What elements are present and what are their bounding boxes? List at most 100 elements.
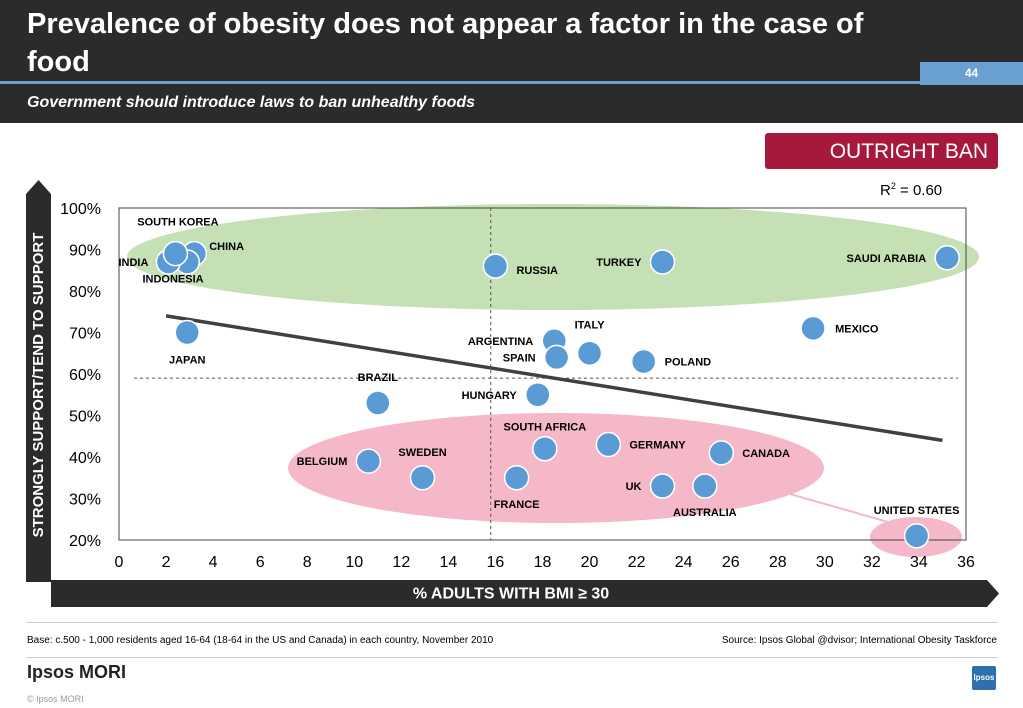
data-point-sweden [409,465,436,491]
y-tick-label: 80% [69,284,101,301]
page-number: 44 [920,62,1023,85]
point-label-japan: JAPAN [169,355,206,367]
x-axis-arrow-band: % ADULTS WITH BMI ≥ 30 [51,580,999,607]
data-point-italy [576,340,603,366]
page-title: Prevalence of obesity does not appear a … [27,8,864,78]
point-label-china: CHINA [209,241,244,253]
y-tick-label: 40% [69,450,101,467]
x-tick-label: 0 [115,554,124,571]
x-tick-label: 16 [487,554,505,571]
us-highlight [870,517,962,557]
point-label-brazil: BRAZIL [358,372,399,384]
copyright: © Ipsos MORI [27,694,84,704]
data-point-united-states [903,523,930,549]
y-axis-arrow-band: STRONGLY SUPPORT/TEND TO SUPPORT [26,180,51,582]
x-tick-label: 34 [910,554,928,571]
x-tick-label: 24 [675,554,693,571]
point-label-south-korea: SOUTH KOREA [137,217,218,229]
y-tick-label: 100% [60,201,101,218]
data-point-canada [708,440,735,466]
data-point-hungary [525,382,551,408]
x-tick-label: 36 [957,554,975,571]
point-label-indonesia: INDONESIA [142,274,203,286]
x-tick-label: 8 [303,554,312,571]
x-tick-label: 22 [628,554,646,571]
point-label-italy: ITALY [575,319,606,331]
data-point-south-africa [532,435,558,462]
data-point-belgium [355,448,382,474]
data-point-china [174,249,200,275]
data-point-germany [595,431,622,458]
point-label-uk: UK [626,481,642,493]
point-label-turkey: TURKEY [596,257,642,269]
x-tick-label: 30 [816,554,834,571]
r-squared-label: R2 = 0.60 [880,181,943,199]
x-tick-label: 26 [722,554,740,571]
point-label-belgium: BELGIUM [297,456,348,468]
point-label-india: INDIA [118,257,148,269]
footer-divider-top [26,622,998,623]
footer-divider-bottom [26,657,998,658]
y-tick-label: 90% [69,243,101,260]
x-tick-label: 32 [863,554,881,571]
brand-logo: Ipsos MORI [27,662,127,682]
point-label-france: FRANCE [494,499,540,511]
data-point-mexico [800,315,826,342]
data-point-uk [649,473,676,499]
point-label-united-states: UNITED STATES [874,505,960,517]
data-point-south-korea [181,240,208,267]
point-label-hungary: HUNGARY [462,390,518,402]
source-note: Source: Ipsos Global @dvisor; Internatio… [721,635,997,646]
plot-frame [118,207,967,541]
point-label-south-africa: SOUTH AFRICA [504,422,587,434]
data-point-indonesia [162,240,189,267]
x-tick-label: 12 [392,554,410,571]
data-point-france [503,465,530,491]
x-axis-label: % ADULTS WITH BMI ≥ 30 [413,586,609,603]
x-tick-label: 6 [256,554,265,571]
outright-ban-badge: OUTRIGHT BAN [765,133,998,169]
data-point-spain [543,344,570,371]
x-tick-label: 14 [439,554,457,571]
point-label-argentina: ARGENTINA [468,336,533,348]
green-cluster-highlight [127,204,979,310]
x-tick-label: 28 [769,554,787,571]
y-tick-label: 30% [69,492,101,509]
point-label-poland: POLAND [665,357,712,369]
data-point-russia [482,253,509,279]
page-subtitle: Government should introduce laws to ban … [27,94,476,111]
data-point-saudi-arabia [934,245,960,271]
data-point-brazil [365,390,391,416]
point-label-saudi-arabia: SAUDI ARABIA [847,253,927,265]
data-point-japan [174,319,200,346]
us-connector-line [789,493,896,525]
point-label-australia: AUSTRALIA [673,507,737,519]
point-label-russia: RUSSIA [516,265,558,277]
point-label-sweden: SWEDEN [398,447,446,459]
data-point-australia [692,473,718,499]
y-axis-label: STRONGLY SUPPORT/TEND TO SUPPORT [30,233,47,538]
point-label-mexico: MEXICO [835,323,879,335]
data-point-india [155,249,182,275]
header-accent-line [0,81,920,84]
ipsos-logo-icon: Ipsos [972,666,996,690]
pink-cluster-highlight [288,413,824,523]
data-point-turkey [649,249,676,275]
x-tick-label: 2 [162,554,171,571]
y-tick-label: 50% [69,409,101,426]
x-tick-label: 10 [345,554,363,571]
data-point-poland [630,348,657,375]
r-squared-value: = 0.60 [900,182,943,199]
y-tick-label: 70% [69,326,101,343]
x-tick-label: 20 [581,554,599,571]
x-tick-label: 4 [209,554,218,571]
point-label-spain: SPAIN [503,352,536,364]
base-note: Base: c.500 - 1,000 residents aged 16-64… [27,635,494,646]
header-bar: Prevalence of obesity does not appear a … [0,0,1023,123]
point-label-germany: GERMANY [629,440,686,452]
point-label-canada: CANADA [742,448,790,460]
y-tick-label: 20% [69,533,101,550]
x-tick-label: 18 [534,554,552,571]
trend-line [165,314,943,443]
y-tick-label: 60% [69,367,101,384]
